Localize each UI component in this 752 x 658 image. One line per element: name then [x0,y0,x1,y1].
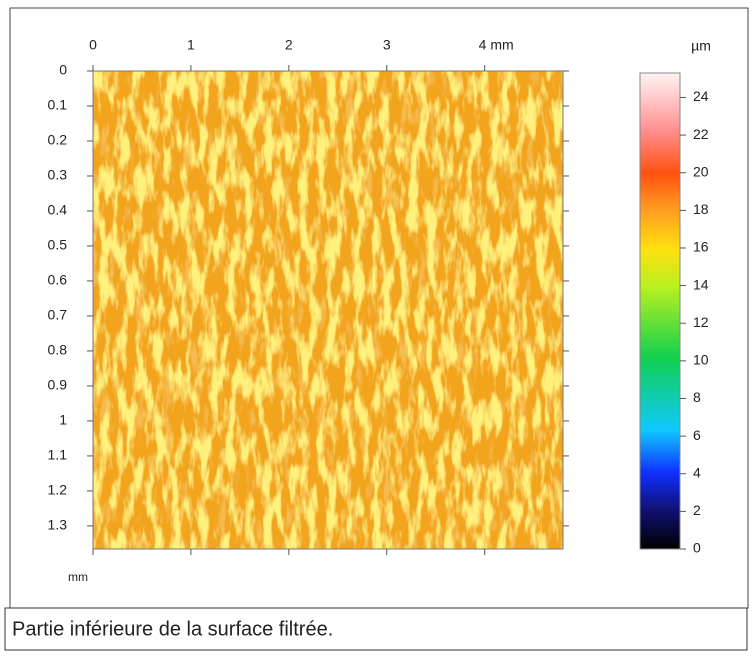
colorbar-tick-label: 0 [693,540,701,556]
colorbar-tick-label: 14 [693,276,709,292]
colorbar-tick-label: 16 [693,239,709,255]
x-tick-label: 2 [285,37,293,53]
y-tick-label: 0.9 [48,377,68,393]
plot-frame [92,70,564,550]
colorbar-tick-label: 20 [693,163,709,179]
surface-map [93,71,563,549]
colorbar-tick-label: 18 [693,201,709,217]
y-tick-label: 0.2 [48,132,68,148]
y-tick-label: 0.5 [48,237,68,253]
colorbar-tick-label: 2 [693,502,701,518]
colorbar-tick-label: 8 [693,389,701,405]
y-tick-label: 0.8 [48,342,68,358]
y-tick-label: 0.6 [48,272,68,288]
colorbar-tick-label: 10 [693,352,709,368]
y-tick-label: 0.1 [48,97,68,113]
x-tick-label: 0 [89,37,97,53]
colorbar-tick-label: 12 [693,314,709,330]
colorbar [639,72,681,550]
x-tick-label: 4 mm [479,37,514,53]
caption-box [4,607,748,651]
x-tick-label: 1 [187,37,195,53]
colorbar-tick-label: 24 [693,88,709,104]
colorbar-tick-label: 4 [693,464,701,480]
x-tick-label: 3 [383,37,391,53]
y-tick-label: 1.1 [48,447,68,463]
colorbar-tick-label: 22 [693,126,709,142]
caption: Partie inférieure de la surface filtrée. [12,618,333,640]
colorbar-tick-label: 6 [693,427,701,443]
y-tick-label: 0.4 [48,202,68,218]
y-tick-label: 1.3 [48,517,68,533]
y-axis-unit: mm [68,570,88,584]
y-tick-label: 0.3 [48,167,68,183]
y-tick-label: 1.2 [48,482,68,498]
y-tick-label: 0.7 [48,307,68,323]
y-tick-label: 1 [59,412,67,428]
colorbar-unit: µm [691,38,711,54]
y-tick-label: 0 [59,62,67,78]
